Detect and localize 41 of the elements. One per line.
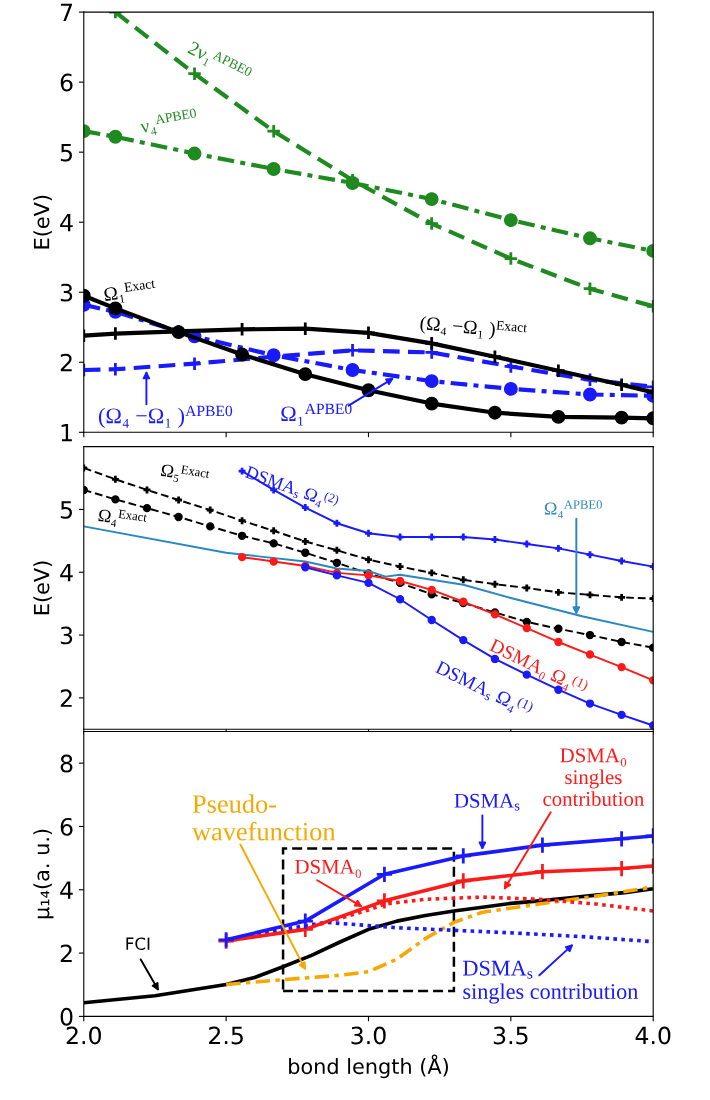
y-tick-label: 2 [60, 944, 72, 963]
x-tick-label: 3.0 [351, 1026, 386, 1045]
annotation: DSMA$_{s}$ Ω₄$^{(2)}$ [243, 463, 340, 514]
y-tick-label: 5 [60, 501, 72, 519]
annotation: 2ν₁$^{APBE0}$ [185, 38, 253, 86]
annotation: DSMA₀ [295, 859, 361, 878]
y-tick-label: 4 [60, 881, 73, 899]
annotation: ν₄$^{APBE0}$ [139, 108, 199, 137]
annotation: Ω₁$^{APBE0}$ [281, 403, 352, 426]
annotation: (Ω₄ −Ω₁ )$^{APBE0}$ [98, 405, 233, 428]
x-tick-label: 4.0 [635, 1026, 671, 1045]
y-tick-label: 3 [60, 626, 73, 645]
y-tick-label: 1 [61, 424, 72, 442]
annotation: FCI [126, 937, 150, 951]
x-axis-title: bond length (Å) [289, 1054, 448, 1079]
annotation: DSMA$_{s}$ singles contribution [463, 960, 639, 1004]
x-tick-label: 2.0 [66, 1026, 101, 1045]
annotation: (Ω₄ −Ω₁ )$^{Exact}$ [419, 314, 528, 343]
y-tick-label: 0 [60, 1007, 73, 1026]
annotation: DSMA₀ singles contribution [543, 748, 645, 807]
annotation: Ω₄$^{APBE0}$ [544, 500, 602, 519]
annotation: Pseudo- wavefunction [191, 794, 336, 841]
y-tick-label: 3 [60, 283, 73, 302]
x-tick-label: 3.5 [493, 1026, 528, 1045]
annotation: Ω₄$^{Exact}$ [97, 506, 148, 532]
y-tick-label: 4 [60, 564, 73, 582]
y-axis-title: E(eV) [33, 561, 52, 615]
y-axis-title: μ₁₄(a. u.) [33, 829, 54, 919]
y-tick-label: 2 [60, 353, 72, 372]
y-tick-label: 8 [60, 754, 73, 773]
y-tick-label: 2 [60, 689, 72, 707]
annotation: Ω₁$^{Exact}$ [103, 278, 157, 305]
y-tick-label: 5 [60, 143, 72, 162]
annotation: DSMA$_{s}$ [454, 793, 520, 811]
y-axis-title: E(eV) [33, 195, 52, 249]
y-tick-label: 6 [60, 817, 73, 836]
y-tick-label: 6 [60, 73, 73, 92]
y-tick-label: 7 [60, 3, 73, 22]
x-tick-label: 2.5 [209, 1026, 243, 1045]
annotation: Ω₅$^{Exact}$ [160, 461, 211, 488]
y-tick-label: 4 [60, 213, 73, 232]
